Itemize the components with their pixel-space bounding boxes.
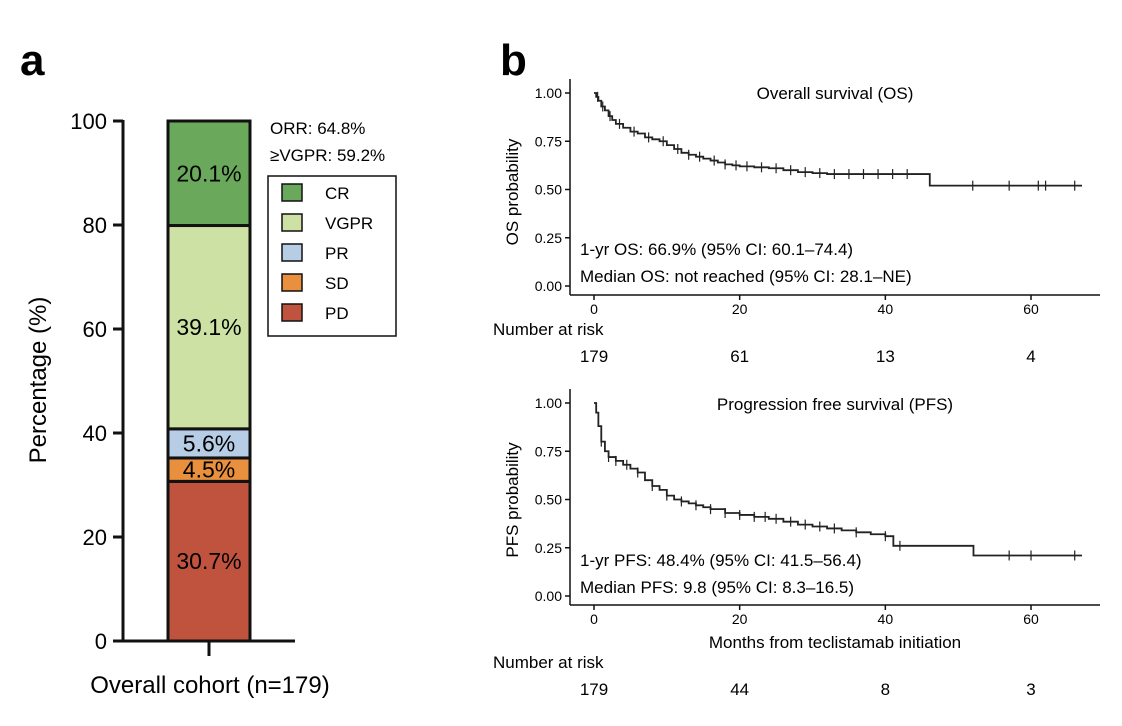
os-censor-marks [597,91,1076,191]
pfs-1yr-annotation: 1-yr PFS: 48.4% (95% CI: 41.5–56.4) [580,551,862,570]
pfs-axes: 0.00 0.25 0.50 0.75 1.00 0 20 40 60 [535,389,1100,627]
legend-swatch-pr [281,243,303,262]
y-tick-label: 80 [83,213,107,238]
os-y-axis-title: OS probability [503,138,522,245]
pfs-x-tick-label: 60 [1023,611,1039,627]
vgpr-annotation: ≥VGPR: 59.2% [270,146,385,165]
os-title: Overall survival (OS) [757,84,914,103]
os-y-tick-label: 1.00 [535,85,562,101]
pfs-median-annotation: Median PFS: 9.8 (95% CI: 8.3–16.5) [580,578,854,597]
legend-swatch-sd [281,273,303,292]
legend: CR VGPR PR SD PD [267,175,397,337]
segment-label-sd: 4.5% [183,457,235,483]
pfs-x-tick-label: 20 [732,611,748,627]
os-risk-value: 13 [876,347,895,366]
y-tick-label: 40 [83,421,107,446]
panel-label-b: b [500,36,527,85]
segment-label-cr: 20.1% [176,160,241,186]
os-1yr-annotation: 1-yr OS: 66.9% (95% CI: 60.1–74.4) [580,240,853,259]
os-risk-value: 61 [730,347,749,366]
os-x-tick-label: 60 [1023,301,1039,317]
y-tick-label: 0 [95,629,107,654]
pfs-risk-value: 44 [730,680,749,699]
segment-label-pd: 30.7% [176,548,241,574]
y-tick-label: 60 [83,317,107,342]
segment-labels: 30.7% 4.5%5.6% 39.1% 20.1% [176,160,241,574]
legend-label-sd: SD [325,274,349,293]
x-category-label: Overall cohort (n=179) [90,672,329,699]
os-survival-curve [594,92,1082,187]
legend-label-pd: PD [325,304,349,323]
pfs-risk-value: 179 [580,680,608,699]
pfs-censor-marks [600,436,1076,561]
os-y-tick-label: 0.50 [535,182,562,198]
pfs-risk-table: 179 44 8 3 [580,680,1036,699]
os-risk-value: 4 [1026,347,1035,366]
pfs-x-tick-label: 0 [590,611,598,627]
os-median-annotation: Median OS: not reached (95% CI: 28.1–NE) [580,267,912,286]
legend-swatch-pd [281,303,303,322]
pfs-y-axis-title: PFS probability [503,442,522,558]
bar-segment-cr [166,119,252,228]
pfs-risk-value: 3 [1026,680,1035,699]
os-axes: 0.00 0.25 0.50 0.75 1.00 0 20 40 60 [535,79,1100,317]
pfs-y-tick-label: 0.25 [535,540,562,556]
os-y-tick-label: 0.25 [535,230,562,246]
os-risk-value: 179 [580,347,608,366]
segment-label-vgpr: 39.1% [176,314,241,340]
panel-label-a: a [20,36,45,85]
legend-swatch-vgpr [281,213,303,232]
pfs-y-tick-label: 1.00 [535,395,562,411]
stacked-bar [166,119,252,643]
os-risk-table: 179 61 13 4 [580,347,1036,366]
y-axis-title: Percentage (%) [25,297,52,464]
os-risk-title: Number at risk [493,320,604,339]
pfs-x-tick-label: 40 [878,611,894,627]
os-y-tick-label: 0.00 [535,278,562,294]
pfs-x-axis-title: Months from teclistamab initiation [709,633,961,652]
orr-annotation: ORR: 64.8% [270,119,365,138]
response-bar-chart: 0 20 40 60 80 100 30.7% 4.5%5.6% 39.1% 20.1% Per… [25,109,397,699]
pfs-y-tick-label: 0.75 [535,443,562,459]
bar-segment-pr [166,427,252,460]
pfs-risk-title: Number at risk [493,653,604,672]
os-x-tick-label: 0 [590,301,598,317]
os-x-tick-label: 40 [878,301,894,317]
pfs-y-tick-label: 0.50 [535,492,562,508]
os-x-tick-label: 20 [732,301,748,317]
y-axis-ticks: 0 20 40 60 80 100 [70,109,123,654]
y-tick-label: 20 [83,525,107,550]
pfs-y-tick-label: 0.00 [535,588,562,604]
pfs-risk-value: 8 [881,680,890,699]
os-y-tick-label: 0.75 [535,133,562,149]
pfs-title: Progression free survival (PFS) [717,395,953,414]
segment-label-pr: 5.6% [183,430,235,456]
y-tick-label: 100 [70,109,107,134]
legend-swatch-cr [281,183,303,202]
legend-label-vgpr: VGPR [325,214,373,233]
pfs-survival-curve [594,402,1082,557]
legend-label-pr: PR [325,244,349,263]
pfs-km-plot: Progression free survival (PFS) PFS prob… [493,389,1100,699]
legend-label-cr: CR [325,184,350,203]
os-km-plot: Overall survival (OS) OS probability 0.0… [493,79,1100,366]
